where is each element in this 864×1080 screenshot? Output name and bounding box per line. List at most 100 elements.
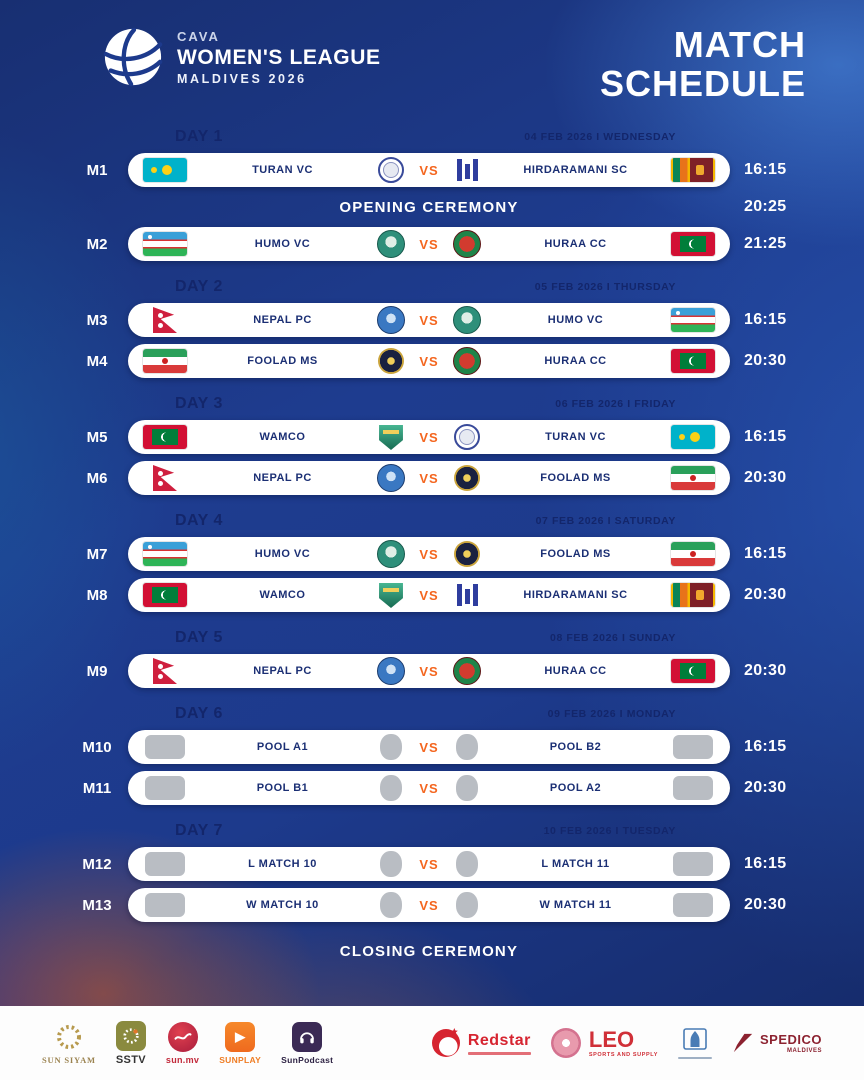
placeholder-logo <box>380 775 402 801</box>
match-pill: HUMO VC VS HURAA CC <box>128 227 730 261</box>
foolad-ms-logo <box>454 465 480 491</box>
match-pill: POOL A1 VS POOL B2 <box>128 730 730 764</box>
day-date: 09 FEB 2026 I MONDAY <box>547 708 676 720</box>
home-team-name: W MATCH 10 <box>246 899 319 911</box>
day-label: DAY 7 <box>175 822 223 839</box>
placeholder-logo <box>380 851 402 877</box>
sponsor-sunplay: ▶ SUNPLAY <box>219 1021 261 1065</box>
placeholder-flag <box>673 776 713 800</box>
match-row: M3 NEPAL PC VS HUMO VC 16:15 <box>76 302 816 338</box>
wamco-logo <box>379 425 403 450</box>
sponsor-leo: LEO SPORTS AND SUPPLY <box>550 1028 658 1058</box>
away-team-name: HURAA CC <box>544 355 607 367</box>
day-header: DAY 4 07 FEB 2026 I SATURDAY <box>76 510 816 532</box>
vs-label: VS <box>419 470 439 486</box>
turan-vc-logo <box>454 424 480 450</box>
match-row: M12 L MATCH 10 VS L MATCH 11 16:15 <box>76 846 816 882</box>
match-row: M4 FOOLAD MS VS HURAA CC 20:30 <box>76 343 816 379</box>
humo-vc-logo <box>377 540 405 568</box>
vs-label: VS <box>419 546 439 562</box>
day-label: DAY 6 <box>175 705 223 722</box>
match-time: 20:30 <box>744 896 787 913</box>
league-name: WOMEN'S LEAGUE <box>177 45 381 69</box>
placeholder-flag <box>145 776 185 800</box>
hirdaramani-sc-logo <box>455 582 479 608</box>
home-team-name: NEPAL PC <box>253 665 312 677</box>
uzbekistan-flag <box>671 308 715 332</box>
match-id: M4 <box>86 352 108 370</box>
nepal-flag <box>153 658 177 684</box>
mosque-icon <box>683 1027 707 1050</box>
cava-logo-text: CAVA <box>177 28 220 44</box>
sponsor-label: Redstar <box>467 1031 531 1049</box>
foolad-ms-logo <box>454 541 480 567</box>
maldives-flag <box>143 583 187 607</box>
vs-label: VS <box>419 856 439 872</box>
iran-flag <box>143 349 187 373</box>
placeholder-logo <box>456 775 478 801</box>
match-row: M8 WAMCO VS HIRDARAMANI SC 20:30 <box>76 577 816 613</box>
foolad-ms-logo <box>378 348 404 374</box>
brand-text: CAVA WOMEN'S LEAGUE MALDIVES 2026 <box>177 29 381 86</box>
vs-label: VS <box>419 312 439 328</box>
huraa-cc-logo <box>453 347 481 375</box>
nepal-flag <box>153 307 177 333</box>
day-date: 04 FEB 2026 I WEDNESDAY <box>524 131 676 143</box>
day-header: DAY 6 09 FEB 2026 I MONDAY <box>76 703 816 725</box>
match-id: M3 <box>86 311 108 329</box>
match-row: M7 HUMO VC VS FOOLAD MS 16:15 <box>76 536 816 572</box>
away-team-name: POOL B2 <box>549 741 602 753</box>
home-team-name: HUMO VC <box>254 238 311 250</box>
nepal-pc-logo <box>377 464 405 492</box>
sponsor-footer: SUN SIYAM SSTV sun.mv ▶ SUNPLAY <box>0 1006 864 1080</box>
home-team-name: NEPAL PC <box>253 472 312 484</box>
match-time: 20:30 <box>744 586 787 603</box>
title-line-2: SCHEDULE <box>599 62 806 104</box>
match-id: M11 <box>82 779 112 797</box>
sponsor-mosque <box>677 1027 712 1059</box>
day-label: DAY 4 <box>175 512 223 529</box>
away-team-name: TURAN VC <box>545 431 606 443</box>
huraa-cc-logo <box>453 657 481 685</box>
match-time: 20:30 <box>744 662 787 679</box>
sponsor-sublabel: SPORTS AND SUPPLY <box>588 1051 658 1058</box>
match-row: M6 NEPAL PC VS FOOLAD MS 20:30 <box>76 460 816 496</box>
header: CAVA WOMEN'S LEAGUE MALDIVES 2026 MATCH … <box>0 0 864 112</box>
leo-lion-icon <box>550 1028 581 1058</box>
ceremony-time: 20:25 <box>744 198 787 215</box>
sunplay-icon: ▶ <box>225 1021 256 1052</box>
match-time: 16:15 <box>744 161 787 178</box>
ceremony-label: OPENING CEREMONY <box>339 198 519 216</box>
match-row: M2 HUMO VC VS HURAA CC 21:25 <box>76 226 816 262</box>
home-team-name: POOL A1 <box>256 741 309 753</box>
away-team-name: HUMO VC <box>547 314 604 326</box>
match-time: 20:30 <box>744 352 787 369</box>
day-section: DAY 5 08 FEB 2026 I SUNDAY M9 NEPAL PC VS HUR… <box>76 627 816 689</box>
day-section: DAY 1 04 FEB 2026 I WEDNESDAY M1 TURAN VC VS… <box>76 126 816 262</box>
sponsor-label: SunPodcast <box>281 1054 334 1065</box>
day-header: DAY 5 08 FEB 2026 I SUNDAY <box>76 627 816 649</box>
vs-label: VS <box>419 663 439 679</box>
partner-sponsors: Redstar LEO SPORTS AND SUPPLY <box>431 1027 822 1059</box>
league-brand: CAVA WOMEN'S LEAGUE MALDIVES 2026 <box>102 26 381 88</box>
away-team-name: L MATCH 11 <box>541 858 610 870</box>
day-label: DAY 3 <box>175 395 223 412</box>
kazakhstan-flag <box>671 425 715 449</box>
turan-vc-logo <box>378 157 404 183</box>
away-team-name: W MATCH 11 <box>539 899 612 911</box>
title-line-1: MATCH <box>673 24 806 65</box>
match-pill: TURAN VC VS HIRDARAMANI SC <box>128 153 730 187</box>
vs-label: VS <box>419 429 439 445</box>
sun-siyam-ornament-icon <box>56 1024 81 1049</box>
day-section: DAY 7 10 FEB 2026 I TUESDAY M12 L MATCH 10 V… <box>76 820 816 923</box>
match-time: 16:15 <box>744 311 787 328</box>
sstv-icon <box>115 1020 146 1051</box>
iran-flag <box>671 466 715 490</box>
uzbekistan-flag <box>143 542 187 566</box>
day-date: 10 FEB 2026 I TUESDAY <box>543 825 676 837</box>
match-id: M7 <box>86 545 108 563</box>
match-row: M5 WAMCO VS TURAN VC 16:15 <box>76 419 816 455</box>
spedico-triangle-icon <box>733 1033 753 1053</box>
day-header: DAY 3 06 FEB 2026 I FRIDAY <box>76 393 816 415</box>
home-team-name: POOL B1 <box>256 782 309 794</box>
